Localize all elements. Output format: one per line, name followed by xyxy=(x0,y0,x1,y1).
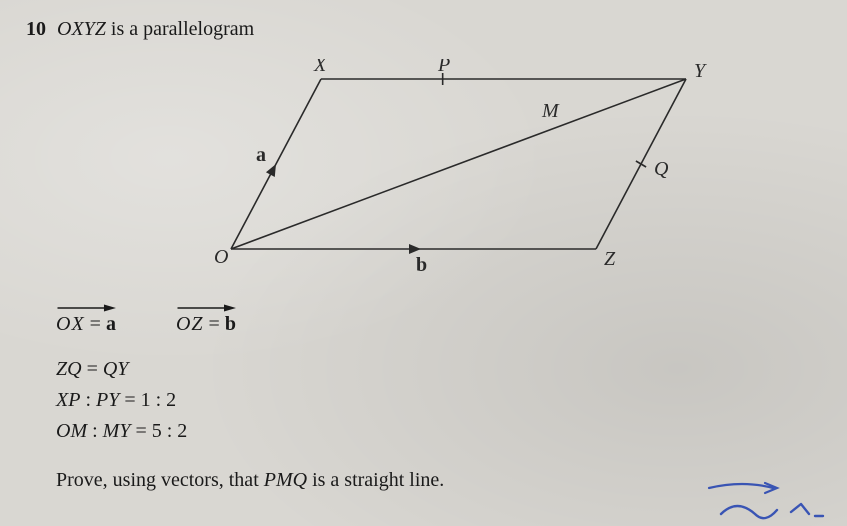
handwriting-scribble xyxy=(703,474,833,520)
fig-label-P: P xyxy=(437,59,450,76)
page-root: 10 OXYZ is a parallelogram OXYZPQMab OX … xyxy=(0,0,847,526)
cond-om-my-eq: = xyxy=(135,420,151,442)
prove-mid: PMQ xyxy=(264,469,307,491)
fig-label-a: a xyxy=(256,144,266,166)
cond-xp-py-lhs: XP xyxy=(56,389,80,411)
vector-ox: OX = a xyxy=(56,313,116,336)
arrow-over-icon xyxy=(56,299,116,313)
question-number: 10 xyxy=(26,18,46,40)
cond-xp-py-eq: = xyxy=(124,389,140,411)
conditions: ZQ = QY XP : PY = 1 : 2 OM : MY = 5 : 2 xyxy=(56,354,821,447)
cond-xp-py: XP : PY = 1 : 2 xyxy=(56,385,821,416)
question-title-italic: OXYZ xyxy=(57,18,106,40)
vector-oz-val: b xyxy=(225,313,236,335)
fig-label-b: b xyxy=(416,254,427,276)
cond-zq-qy-lhs: ZQ xyxy=(56,358,82,380)
cond-xp-py-rhs: PY xyxy=(96,389,119,411)
cond-om-my-lhs: OM xyxy=(56,420,87,442)
fig-label-Y: Y xyxy=(694,60,707,82)
vector-oz-name: OZ xyxy=(176,313,204,335)
vector-ox-eq: = xyxy=(90,313,106,335)
cond-zq-qy: ZQ = QY xyxy=(56,354,821,385)
figure-wrapper: O X Y Z P Q Ma b xyxy=(176,59,736,279)
vector-ox-name: OX xyxy=(56,313,85,335)
prove-pre: Prove, using vectors, that xyxy=(56,469,264,491)
cond-om-my-val: 5 : 2 xyxy=(152,420,188,442)
cond-zq-qy-rhs: QY xyxy=(103,358,129,380)
vector-ox-val: a xyxy=(106,313,116,335)
fig-label-O: O xyxy=(214,246,228,268)
cond-om-my-rhs: MY xyxy=(103,420,131,442)
fig-label-Z: Z xyxy=(604,248,616,270)
cond-xp-py-val: 1 : 2 xyxy=(141,389,177,411)
fig-label-Q: Q xyxy=(654,158,669,180)
question-title-rest: is a parallelogram xyxy=(111,18,254,40)
arrow-over-icon xyxy=(176,299,236,313)
cond-xp-py-mid: : xyxy=(85,389,96,411)
vector-defs: OX = a OZ = b xyxy=(56,313,821,336)
vector-oz-eq: = xyxy=(209,313,225,335)
vector-oz: OZ = b xyxy=(176,313,236,336)
prove-post: is a straight line. xyxy=(312,469,444,491)
fig-label-X: X xyxy=(313,59,327,76)
cond-zq-qy-eq: = xyxy=(87,358,103,380)
question-header: 10 OXYZ is a parallelogram xyxy=(26,18,821,41)
fig-label-M: M xyxy=(541,100,560,122)
parallelogram-figure: O X Y Z P Q Ma b xyxy=(176,59,736,279)
cond-om-my: OM : MY = 5 : 2 xyxy=(56,416,821,447)
cond-om-my-mid: : xyxy=(92,420,103,442)
